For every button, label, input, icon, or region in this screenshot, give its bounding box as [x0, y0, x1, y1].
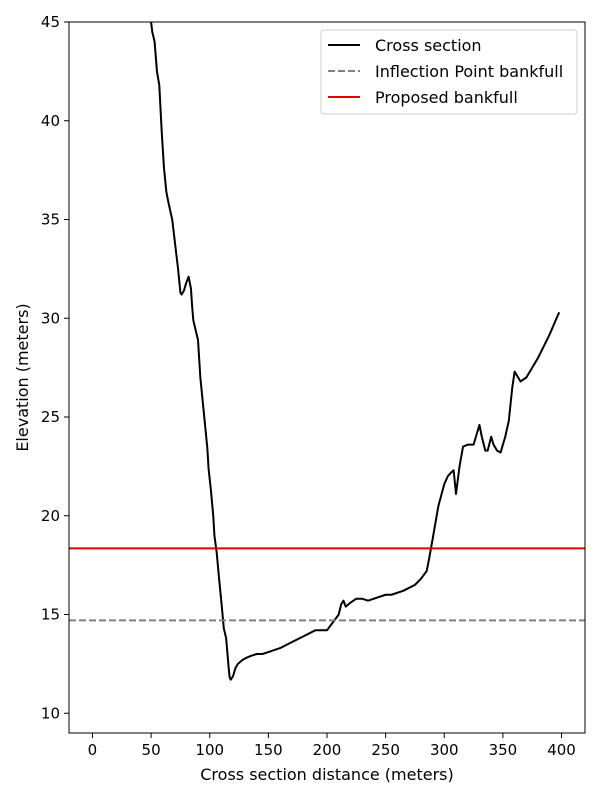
y-tick-label: 30	[41, 309, 60, 327]
x-tick-label: 250	[371, 741, 400, 759]
legend: Cross section Inflection Point bankfull Pr…	[320, 29, 578, 115]
y-tick-label: 20	[41, 507, 60, 525]
y-tick-label: 45	[41, 13, 60, 31]
y-axis-label: Elevation (meters)	[13, 303, 32, 451]
y-tick-label: 25	[41, 408, 60, 426]
x-axis-label: Cross section distance (meters)	[200, 765, 453, 784]
legend-label-cross-section: Cross section	[375, 36, 482, 55]
y-tick-label: 15	[41, 606, 60, 624]
plot-frame	[68, 21, 586, 734]
x-tick-label: 400	[547, 741, 576, 759]
plot-area	[69, 22, 585, 681]
x-tick-label: 100	[195, 741, 224, 759]
x-tick-label: 200	[313, 741, 342, 759]
x-tick-label: 150	[254, 741, 283, 759]
y-tick-label: 40	[41, 112, 60, 130]
x-tick-label: 50	[142, 741, 161, 759]
x-axis: 0 50 100 150 200 250 300 350 400	[88, 733, 576, 759]
legend-box	[320, 29, 578, 115]
legend-label-inflection-point-bankfull: Inflection Point bankfull	[375, 62, 563, 81]
y-axis: 10 15 20 25 30 35 40 45	[41, 13, 69, 722]
series-cross-section-line	[150, 22, 561, 681]
x-tick-label: 0	[88, 741, 98, 759]
legend-label-proposed-bankfull: Proposed bankfull	[375, 88, 518, 107]
y-tick-label: 35	[41, 211, 60, 229]
y-tick-label: 10	[41, 704, 60, 722]
x-tick-label: 300	[430, 741, 459, 759]
x-tick-label: 350	[489, 741, 518, 759]
